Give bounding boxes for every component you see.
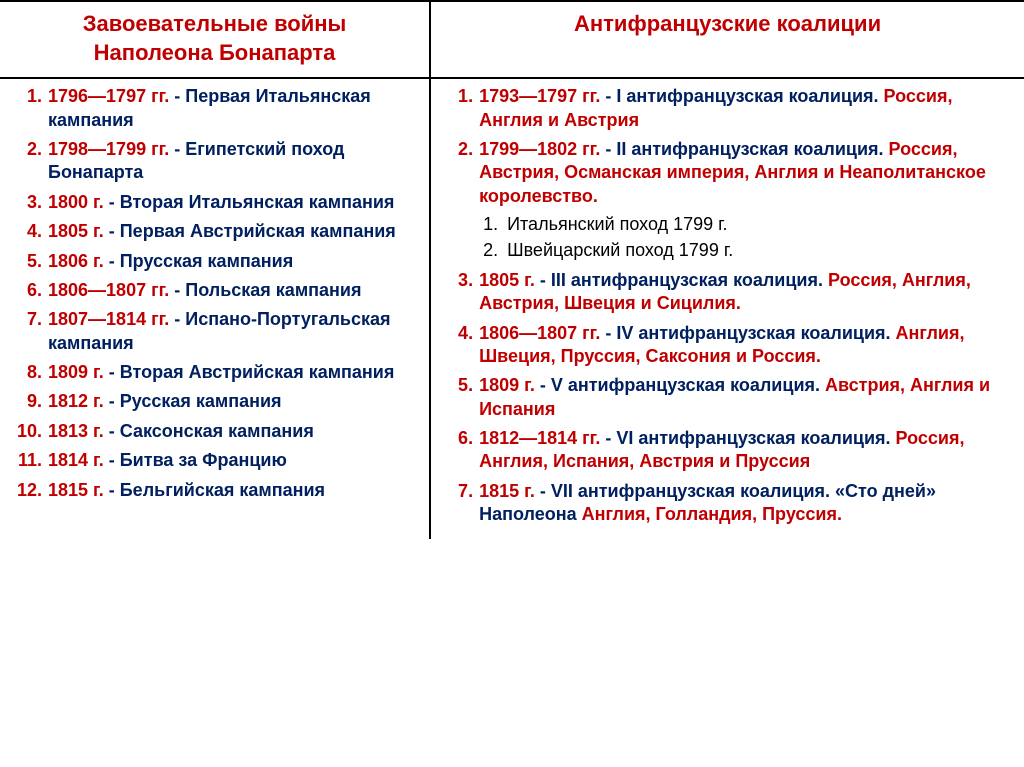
war-date: 1807—1814 гг. <box>48 309 169 329</box>
war-desc: - Бельгийская кампания <box>104 480 325 500</box>
left-header-cell: Завоевательные войны Наполеона Бонапарта <box>0 1 430 78</box>
left-body-cell: 1796—1797 гг. - Первая Итальянская кампа… <box>0 78 430 538</box>
war-desc: - Русская кампания <box>104 391 282 411</box>
coalition-item: 1793—1797 гг. - I антифранцузская коалиц… <box>479 85 1012 132</box>
coalition-date: 1815 г. <box>479 481 535 501</box>
war-desc: - Вторая Итальянская кампания <box>104 192 395 212</box>
war-date: 1800 г. <box>48 192 104 212</box>
coalition-item: 1799—1802 гг. - II антифранцузская коали… <box>479 138 1012 263</box>
war-item: 1806—1807 гг. - Польская кампания <box>48 279 417 302</box>
war-item: 1800 г. - Вторая Итальянская кампания <box>48 191 417 214</box>
coalition-text-part: - II антифранцузская коалиция. <box>600 139 888 159</box>
coalitions-list: 1793—1797 гг. - I антифранцузская коалиц… <box>443 85 1012 526</box>
war-desc: - Битва за Францию <box>104 450 287 470</box>
coalition-subitem: Швейцарский поход 1799 г. <box>507 238 1012 262</box>
header-row: Завоевательные войны Наполеона Бонапарта… <box>0 1 1024 78</box>
war-date: 1796—1797 гг. <box>48 86 169 106</box>
war-desc: - Вторая Австрийская кампания <box>104 362 395 382</box>
right-header-line1: Антифранцузские коалиции <box>441 10 1014 39</box>
coalition-item: 1809 г. - V антифранцузская коалиция. Ав… <box>479 374 1012 421</box>
coalition-text-part: - III антифранцузская коалиция. <box>535 270 828 290</box>
coalition-item: 1805 г. - III антифранцузская коалиция. … <box>479 269 1012 316</box>
war-date: 1809 г. <box>48 362 104 382</box>
war-desc: - Прусская кампания <box>104 251 293 271</box>
war-desc: - Саксонская кампания <box>104 421 314 441</box>
war-item: 1812 г. - Русская кампания <box>48 390 417 413</box>
war-item: 1806 г. - Прусская кампания <box>48 250 417 273</box>
coalition-date: 1799—1802 гг. <box>479 139 600 159</box>
coalition-item: 1815 г. - VII антифранцузская коалиция. … <box>479 480 1012 527</box>
war-desc: - Польская кампания <box>169 280 361 300</box>
war-item: 1813 г. - Саксонская кампания <box>48 420 417 443</box>
war-date: 1815 г. <box>48 480 104 500</box>
coalition-date: 1809 г. <box>479 375 535 395</box>
war-item: 1798—1799 гг. - Египетский поход Бонапар… <box>48 138 417 185</box>
war-item: 1809 г. - Вторая Австрийская кампания <box>48 361 417 384</box>
coalition-item: 1806—1807 гг. - IV антифранцузская коали… <box>479 322 1012 369</box>
coalition-text-part: Англия, Голландия, Пруссия. <box>582 504 842 524</box>
right-body-cell: 1793—1797 гг. - I антифранцузская коалиц… <box>430 78 1024 538</box>
coalition-subitem: Итальянский поход 1799 г. <box>507 212 1012 236</box>
war-date: 1806—1807 гг. <box>48 280 169 300</box>
war-item: 1815 г. - Бельгийская кампания <box>48 479 417 502</box>
war-date: 1813 г. <box>48 421 104 441</box>
coalition-date: 1812—1814 гг. <box>479 428 600 448</box>
comparison-table: Завоевательные войны Наполеона Бонапарта… <box>0 0 1024 539</box>
war-date: 1798—1799 гг. <box>48 139 169 159</box>
left-header-line2: Наполеона Бонапарта <box>10 39 419 68</box>
war-date: 1806 г. <box>48 251 104 271</box>
left-header-line1: Завоевательные войны <box>10 10 419 39</box>
war-item: 1805 г. - Первая Австрийская кампания <box>48 220 417 243</box>
war-item: 1814 г. - Битва за Францию <box>48 449 417 472</box>
coalition-text-part: - VI антифранцузская коалиция. <box>600 428 895 448</box>
coalition-item: 1812—1814 гг. - VI антифранцузская коали… <box>479 427 1012 474</box>
coalition-sublist: Итальянский поход 1799 г.Швейцарский пох… <box>479 212 1012 263</box>
coalition-text-part: - IV антифранцузская коалиция. <box>600 323 895 343</box>
coalition-date: 1793—1797 гг. <box>479 86 600 106</box>
right-header-cell: Антифранцузские коалиции <box>430 1 1024 78</box>
war-item: 1796—1797 гг. - Первая Итальянская кампа… <box>48 85 417 132</box>
body-row: 1796—1797 гг. - Первая Итальянская кампа… <box>0 78 1024 538</box>
coalition-text-part: - I антифранцузская коалиция. <box>600 86 883 106</box>
coalition-text-part: - V антифранцузская коалиция. <box>535 375 825 395</box>
war-item: 1807—1814 гг. - Испано-Португальская кам… <box>48 308 417 355</box>
war-desc: - Первая Австрийская кампания <box>104 221 396 241</box>
wars-list: 1796—1797 гг. - Первая Итальянская кампа… <box>12 85 417 502</box>
war-date: 1805 г. <box>48 221 104 241</box>
war-date: 1812 г. <box>48 391 104 411</box>
coalition-date: 1806—1807 гг. <box>479 323 600 343</box>
war-date: 1814 г. <box>48 450 104 470</box>
coalition-date: 1805 г. <box>479 270 535 290</box>
